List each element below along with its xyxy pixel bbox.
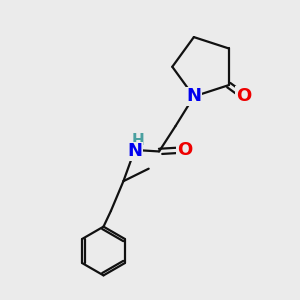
Text: N: N — [186, 88, 201, 106]
Text: H: H — [132, 133, 145, 148]
Text: O: O — [236, 87, 251, 105]
Text: N: N — [127, 142, 142, 160]
Text: O: O — [177, 141, 192, 159]
